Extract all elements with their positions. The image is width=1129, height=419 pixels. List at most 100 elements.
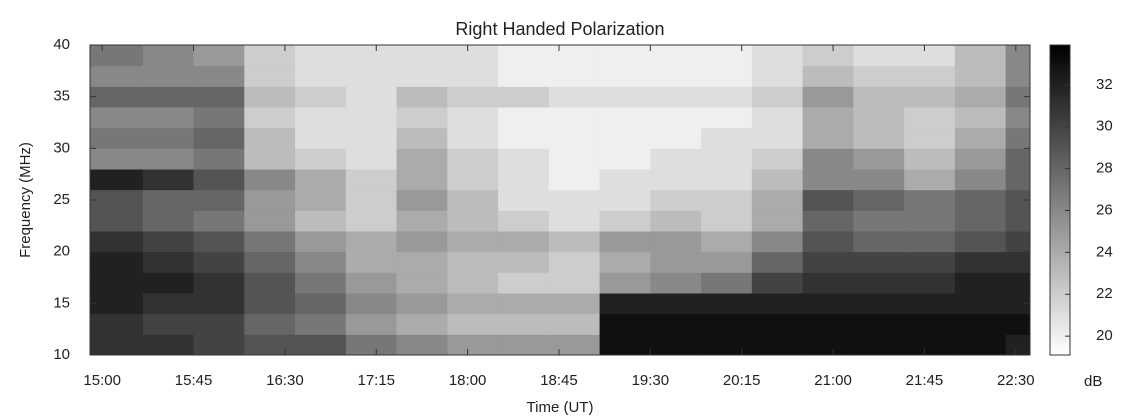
heatmap-cell xyxy=(548,293,601,315)
x-tick-label: 21:45 xyxy=(906,372,944,389)
heatmap-cell xyxy=(447,313,499,335)
heatmap-cell xyxy=(954,148,1007,170)
heatmap-cell xyxy=(345,45,398,67)
heatmap-cell xyxy=(954,86,1007,108)
heatmap-cell xyxy=(90,45,144,67)
heatmap-cell xyxy=(954,272,1007,294)
heatmap-cell xyxy=(853,251,905,273)
x-tick-label: 17:15 xyxy=(357,372,395,389)
heatmap-cell xyxy=(244,272,296,294)
heatmap-cell xyxy=(802,45,854,67)
heatmap-cell xyxy=(498,293,550,315)
heatmap-cell xyxy=(142,107,195,129)
heatmap-cell xyxy=(599,313,651,335)
heatmap-cell xyxy=(295,251,347,273)
heatmap-cell xyxy=(548,334,601,356)
heatmap-cell xyxy=(751,293,804,315)
heatmap-cell xyxy=(295,169,347,191)
heatmap-cell xyxy=(650,127,702,149)
heatmap-cell xyxy=(244,251,296,273)
heatmap-cell xyxy=(345,148,398,170)
x-tick-label: 15:45 xyxy=(175,372,213,389)
heatmap-cell xyxy=(498,65,550,87)
heatmap-cell xyxy=(650,65,702,87)
heatmap-cell xyxy=(904,65,956,87)
heatmap-cell xyxy=(193,251,245,273)
heatmap-cell xyxy=(447,86,499,108)
heatmap-cell xyxy=(193,334,245,356)
heatmap-cell xyxy=(90,293,144,315)
heatmap-cell xyxy=(701,313,753,335)
heatmap-cell xyxy=(751,189,804,211)
heatmap-cell xyxy=(802,65,854,87)
heatmap-cell xyxy=(802,313,854,335)
heatmap-cell xyxy=(650,107,702,129)
heatmap-cell xyxy=(193,272,245,294)
heatmap-cell xyxy=(1005,127,1031,149)
heatmap-cell xyxy=(142,313,195,335)
heatmap-cell xyxy=(345,272,398,294)
chart-title: Right Handed Polarization xyxy=(455,19,664,39)
heatmap-cell xyxy=(90,313,144,335)
heatmap-cell xyxy=(954,107,1007,129)
heatmap-cell xyxy=(904,169,956,191)
heatmap-cell xyxy=(295,148,347,170)
heatmap-cell xyxy=(853,86,905,108)
heatmap-cell xyxy=(396,127,448,149)
heatmap-cell xyxy=(904,272,956,294)
heatmap-cell xyxy=(295,107,347,129)
heatmap-cell xyxy=(498,148,550,170)
heatmap-cell xyxy=(244,210,296,232)
y-tick-label: 10 xyxy=(53,346,70,363)
heatmap-cell xyxy=(396,334,448,356)
heatmap-cell xyxy=(1005,86,1031,108)
heatmap-cell xyxy=(447,293,499,315)
heatmap-cell xyxy=(345,334,398,356)
heatmap-cell xyxy=(345,127,398,149)
x-tick-label: 18:00 xyxy=(449,372,487,389)
colorbar-tick-label: 26 xyxy=(1096,201,1113,218)
heatmap-cell xyxy=(345,189,398,211)
heatmap-cell xyxy=(650,148,702,170)
heatmap-cell xyxy=(142,169,195,191)
heatmap-cell xyxy=(548,86,601,108)
heatmap-cell xyxy=(1005,107,1031,129)
heatmap-cell xyxy=(498,45,550,67)
heatmap-cell xyxy=(904,107,956,129)
x-tick-label: 16:30 xyxy=(266,372,304,389)
y-tick-label: 30 xyxy=(53,139,70,156)
heatmap-cell xyxy=(193,313,245,335)
heatmap-cell xyxy=(193,127,245,149)
heatmap-cell xyxy=(650,293,702,315)
heatmap-cell xyxy=(904,313,956,335)
heatmap-cell xyxy=(396,210,448,232)
heatmap-cell xyxy=(295,127,347,149)
heatmap-cell xyxy=(345,65,398,87)
heatmap-cell xyxy=(701,65,753,87)
heatmap-cell xyxy=(853,45,905,67)
heatmap-cell xyxy=(193,86,245,108)
heatmap-cell xyxy=(447,251,499,273)
heatmap-cell xyxy=(802,148,854,170)
heatmap-cell xyxy=(142,65,195,87)
heatmap-cell xyxy=(548,231,601,253)
heatmap-cell xyxy=(295,189,347,211)
heatmap-cell xyxy=(295,293,347,315)
colorbar-label: dB xyxy=(1084,373,1102,390)
heatmap-cell xyxy=(1005,334,1031,356)
heatmap-cell xyxy=(193,231,245,253)
heatmap-cell xyxy=(1005,169,1031,191)
x-tick-label: 19:30 xyxy=(632,372,670,389)
heatmap-cell xyxy=(244,86,296,108)
heatmap-cell xyxy=(345,86,398,108)
heatmap-cell xyxy=(599,293,651,315)
heatmap-cell xyxy=(954,231,1007,253)
heatmap-cell xyxy=(802,251,854,273)
heatmap-cell xyxy=(396,65,448,87)
heatmap-cell xyxy=(142,127,195,149)
heatmap-cell xyxy=(396,86,448,108)
heatmap-cell xyxy=(295,86,347,108)
heatmap-cell xyxy=(853,313,905,335)
heatmap-cell xyxy=(193,210,245,232)
